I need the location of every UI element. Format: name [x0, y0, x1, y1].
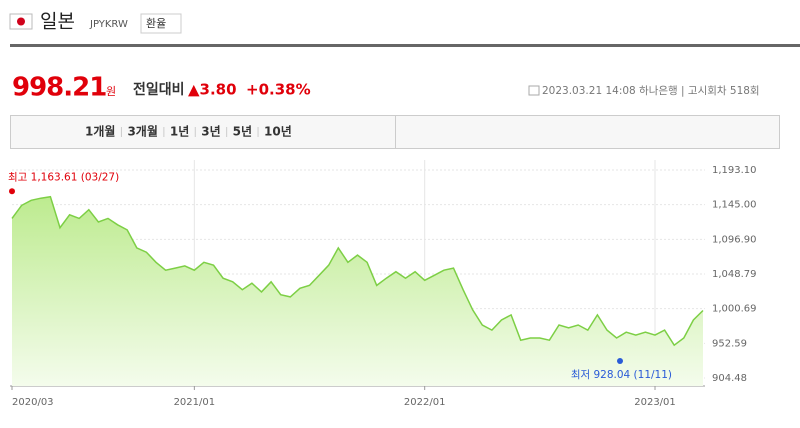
- rate-button[interactable]: [140, 13, 182, 34]
- y-tick-label: 1,048.79: [712, 269, 757, 280]
- y-tick-label: 952.59: [712, 338, 747, 349]
- x-tick-label: 2022/01: [404, 397, 446, 408]
- x-tick-label: 2021/01: [174, 397, 216, 408]
- annotation-label: 최고 1,163.61 (03/27): [8, 171, 119, 183]
- code: JPYKRW: [89, 19, 128, 30]
- rate-button-label[interactable]: 환율: [146, 17, 166, 30]
- tab[interactable]: 1개월: [85, 124, 115, 139]
- change-label: 전일대비: [133, 81, 185, 98]
- flag-dot: [17, 17, 25, 26]
- tab[interactable]: 1년: [170, 125, 189, 139]
- change: ▲3.80: [188, 81, 237, 99]
- y-tick-label: 1,193.10: [712, 165, 757, 176]
- tab[interactable]: 10년: [264, 125, 292, 139]
- tab[interactable]: 5년: [233, 125, 252, 139]
- area: [12, 196, 703, 386]
- x-tick-label: 2020/03: [12, 397, 54, 408]
- change-pct: +0.38%: [246, 81, 311, 99]
- tab[interactable]: 3개월: [127, 124, 157, 139]
- annotation-label: 최저 928.04 (11/11): [571, 369, 672, 381]
- line: [11, 195, 704, 347]
- annotation-dot: [617, 358, 623, 365]
- info: 2023.03.21 14:08 하나은행 | 고시회차 518회: [542, 84, 760, 97]
- y-tick-label: 1,000.69: [712, 304, 757, 315]
- annotation-dot: [9, 188, 15, 195]
- price: 998.21: [12, 73, 106, 103]
- info-icon: [528, 85, 540, 96]
- x-tick-label: 2023/01: [634, 397, 676, 408]
- tab[interactable]: 3년: [201, 125, 220, 139]
- y-tick-label: 1,145.00: [712, 200, 757, 211]
- title: 일본: [40, 11, 75, 33]
- y-tick-label: 904.48: [712, 373, 747, 384]
- price-unit: 원: [106, 85, 116, 98]
- y-tick-label: 1,096.90: [712, 234, 757, 245]
- divider: [10, 44, 800, 47]
